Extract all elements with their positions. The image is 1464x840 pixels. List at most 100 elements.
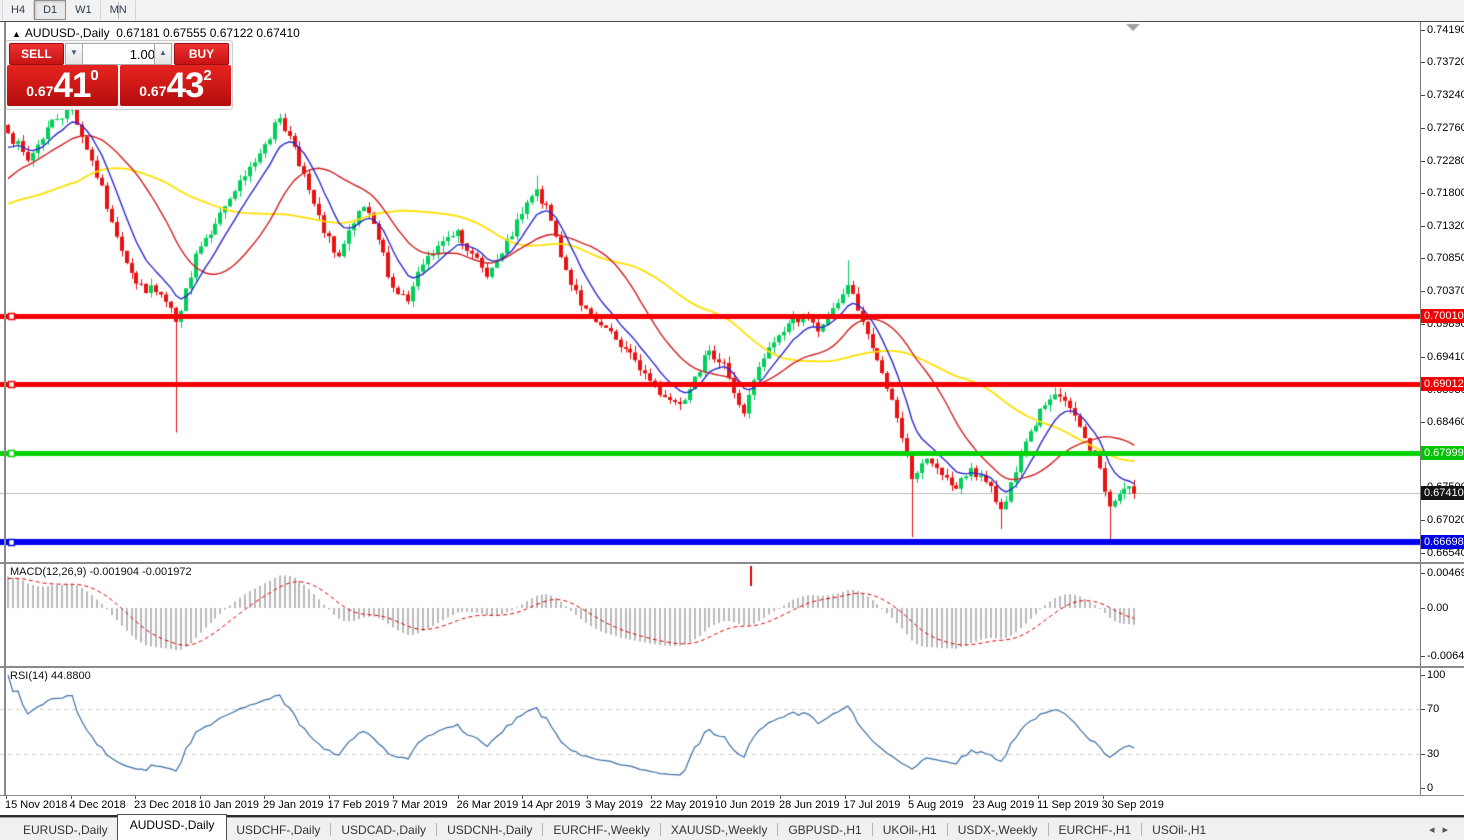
axis-tick [1421,30,1425,31]
tab-scroll-left-icon[interactable]: ◂ [1428,824,1443,836]
tab-ukoil-h1[interactable]: UKOil-,H1 [882,823,937,837]
date-tick [328,796,330,799]
tab-scroll-arrows[interactable]: ◂▸ [1429,823,1456,836]
date-axis-label: 10 Jun 2019 [714,799,776,811]
axis-tick [1421,656,1425,658]
tab-usdcad-daily[interactable]: USDCAD-,Daily [341,823,427,837]
sell-price-box[interactable]: 0.67 41 0 [7,65,118,106]
date-tick [6,796,7,799]
axis-tick [1421,572,1425,574]
buy-price-prefix: 0.67 [139,83,167,99]
date-axis-label: 28 Jun 2019 [779,799,840,811]
date-axis-label: 10 Jan 2019 [198,799,260,811]
tabbar-top-border [0,815,1464,817]
toolbar-divider [118,2,119,19]
rsi-panel: RSI(14) 44.8800 [0,668,1421,795]
price-axis[interactable]: 0.74190 0.73720 0.73240 0.72760 0.72280 0.718… [1420,22,1464,795]
price-axis-label: 0.71320 [1427,220,1464,233]
price-axis-label: 0.74190 [1427,24,1464,36]
rsi-axis-label: 30 [1427,748,1440,761]
tab-scroll-right-icon[interactable]: ▸ [1442,824,1456,836]
price-tag-0.70010: 0.70010 [1421,308,1464,323]
date-tick [715,796,717,799]
trade-controls-row: SELL ▼ ▲ BUY [6,43,232,65]
tab-gbpusd-h1[interactable]: GBPUSD-,H1 [788,823,862,837]
date-axis-label: 4 Dec 2018 [69,799,126,811]
date-axis-label: 23 Dec 2018 [134,799,197,811]
chart-tabbar: EURUSD-,Daily AUDUSD-,Daily USDCHF-,Daily U… [0,814,1464,840]
macd-canvas[interactable] [0,564,1420,666]
price-axis-label: 0.68460 [1427,415,1464,428]
tab-separator [777,823,779,836]
buy-price-box[interactable]: 0.67 43 2 [120,65,231,106]
main-chart-panel: ▲ AUDUSD-,Daily 0.67181 0.67555 0.67122 0… [0,22,1421,562]
price-tag-0.67999: 0.67999 [1421,446,1464,461]
rsi-axis-label: 70 [1427,702,1440,715]
tab-eurchf-h1[interactable]: EURCHF-,H1 [1058,823,1132,837]
price-axis-label: 0.69410 [1427,350,1464,363]
macd-axis-label: -0.006427 [1427,650,1464,663]
axis-tick [1421,675,1425,676]
date-tick [522,796,523,799]
axis-tick [1421,421,1425,423]
date-tick [780,796,781,799]
tab-separator [871,823,873,836]
axis-tick [1421,226,1425,228]
date-tick [973,796,975,799]
one-click-trade-panel: SELL ▼ ▲ BUY 0.67 41 0 0.67 43 2 [5,40,233,110]
axis-tick [1421,788,1425,789]
volume-increase-button[interactable]: ▲ [154,43,172,65]
rsi-axis-label: 100 [1427,669,1446,681]
price-axis-label: 0.72760 [1427,121,1464,134]
tab-xauusd-weekly[interactable]: XAUUSD-,Weekly [670,823,768,837]
timeframe-buttons: H4D1W1MN [2,0,136,20]
chart-tabs: EURUSD-,Daily AUDUSD-,Daily USDCHF-,Daily U… [14,814,1215,840]
buy-price-main: 43 [166,66,204,105]
panel-separator[interactable] [0,562,1464,564]
date-tick [135,796,136,799]
tab-eurchf-weekly[interactable]: EURCHF-,Weekly [553,823,650,837]
tab-usoil-h1[interactable]: USOil-,H1 [1152,823,1207,837]
timeframe-button-h4[interactable]: H4 [2,0,35,20]
date-tick [199,796,201,799]
axis-tick [1421,552,1425,554]
tab-audusd-daily[interactable]: AUDUSD-,Daily [116,814,228,840]
axis-tick [1421,520,1425,522]
date-axis-label: 11 Sep 2019 [1037,799,1099,811]
axis-tick [1421,754,1425,756]
symbol-arrow-icon: ▲ [12,29,21,39]
timeframe-button-d1[interactable]: D1 [34,0,67,20]
sell-price-prefix: 0.67 [26,83,54,99]
price-tag-0.69012: 0.69012 [1421,376,1464,391]
date-axis: 15 Nov 2018 4 Dec 2018 23 Dec 2018 10 Jan 2… [0,796,1464,816]
timeframe-button-w1[interactable]: W1 [66,0,101,20]
tab-separator [542,823,544,836]
price-axis-label: 0.66540 [1427,546,1464,559]
axis-tick [1421,193,1425,195]
tab-eurusd-daily[interactable]: EURUSD-,Daily [23,823,108,837]
date-tick [393,796,394,799]
tab-usdx-weekly[interactable]: USDX-,Weekly [957,823,1038,837]
chart-top-border [0,21,1464,22]
buy-price-pip: 2 [203,67,212,84]
axis-tick [1421,62,1425,64]
buy-button[interactable]: BUY [174,43,229,65]
sell-button[interactable]: SELL [9,43,64,65]
chart-header: ▲ AUDUSD-,Daily 0.67181 0.67555 0.67122 0… [12,26,300,40]
macd-panel: MACD(12,26,9) -0.001904 -0.001972 [0,564,1421,666]
panel-separator[interactable] [0,666,1464,668]
tab-separator [659,823,661,836]
rsi-canvas[interactable] [0,668,1420,795]
tab-usdcnh-daily[interactable]: USDCNH-,Daily [447,823,533,837]
volume-input[interactable] [82,43,162,65]
tab-usdchf-daily[interactable]: USDCHF-,Daily [236,823,321,837]
sell-price-pip: 0 [90,67,99,84]
volume-decrease-button[interactable]: ▼ [65,43,83,65]
date-tick [70,796,72,799]
main-chart-canvas[interactable] [0,22,1420,562]
axis-tick [1421,608,1425,609]
chart-left-border [4,22,6,795]
chart-symbol-label: AUDUSD-,Daily [24,26,110,40]
date-tick [1102,796,1104,799]
tab-separator [1141,823,1143,836]
